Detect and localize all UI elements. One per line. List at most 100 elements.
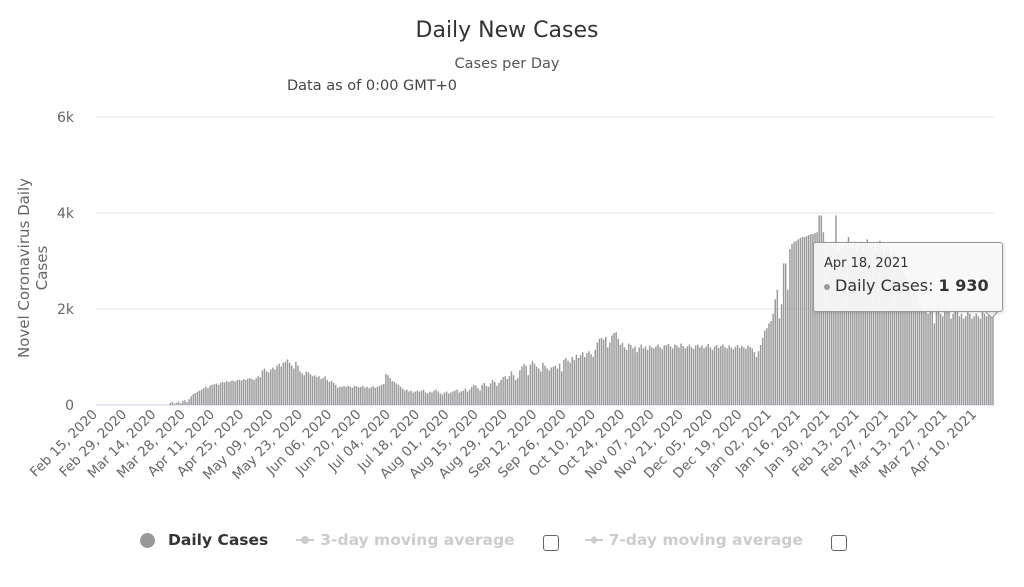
bar[interactable] [787, 289, 789, 405]
bar[interactable] [816, 232, 818, 405]
bar[interactable] [479, 390, 481, 405]
bar[interactable] [192, 393, 195, 405]
bar[interactable] [374, 387, 377, 405]
bar[interactable] [680, 343, 682, 405]
bar[interactable] [207, 388, 209, 405]
bar[interactable] [598, 338, 601, 405]
bar[interactable] [339, 386, 341, 405]
bar[interactable] [711, 349, 714, 405]
bar[interactable] [500, 380, 502, 405]
bar[interactable] [944, 309, 946, 405]
bar[interactable] [948, 311, 950, 405]
bar[interactable] [600, 337, 603, 405]
bar[interactable] [535, 366, 538, 405]
bar[interactable] [738, 347, 741, 405]
bar[interactable] [893, 253, 896, 405]
bar[interactable] [205, 386, 207, 405]
bar[interactable] [370, 387, 372, 405]
bar[interactable] [489, 383, 492, 405]
bar[interactable] [498, 382, 500, 405]
bar[interactable] [190, 396, 192, 405]
bar[interactable] [741, 345, 743, 405]
bar[interactable] [745, 348, 747, 405]
bar[interactable] [223, 382, 226, 405]
bar[interactable] [969, 313, 971, 405]
bar[interactable] [584, 357, 586, 405]
bar[interactable] [506, 379, 509, 405]
bar[interactable] [437, 391, 439, 405]
bar[interactable] [523, 363, 525, 405]
bar[interactable] [458, 392, 460, 405]
bar[interactable] [502, 377, 504, 405]
bar[interactable] [697, 344, 699, 405]
bar[interactable] [686, 346, 689, 405]
bar[interactable] [330, 381, 333, 405]
bar[interactable] [889, 256, 892, 405]
bar[interactable] [933, 323, 936, 405]
bar[interactable] [971, 318, 973, 405]
bar[interactable] [611, 335, 613, 405]
bar[interactable] [357, 387, 360, 405]
bar[interactable] [242, 379, 245, 405]
bar[interactable] [805, 236, 808, 405]
bar[interactable] [707, 344, 709, 405]
bar[interactable] [435, 389, 437, 405]
bar[interactable] [491, 380, 494, 405]
bar[interactable] [290, 365, 293, 405]
bar[interactable] [625, 349, 628, 405]
bar[interactable] [514, 380, 517, 405]
bar[interactable] [627, 343, 630, 405]
bar[interactable] [615, 332, 617, 405]
bar[interactable] [988, 311, 990, 405]
bar[interactable] [728, 345, 730, 405]
bar[interactable] [883, 253, 885, 405]
bar[interactable] [395, 383, 398, 405]
bar[interactable] [454, 390, 456, 405]
bar[interactable] [180, 403, 182, 405]
bar[interactable] [837, 251, 839, 405]
bar[interactable] [380, 384, 383, 405]
bar[interactable] [307, 372, 310, 405]
bar[interactable] [661, 349, 663, 405]
bar[interactable] [812, 234, 814, 405]
bar[interactable] [900, 263, 902, 405]
bar[interactable] [751, 348, 753, 405]
bar[interactable] [810, 234, 812, 405]
bar[interactable] [916, 299, 919, 405]
bar[interactable] [849, 246, 852, 405]
bar[interactable] [985, 316, 988, 405]
bar[interactable] [768, 323, 770, 405]
bar[interactable] [983, 313, 986, 405]
bar[interactable] [554, 365, 557, 405]
bar[interactable] [636, 352, 638, 405]
bar[interactable] [634, 346, 636, 405]
bar[interactable] [630, 345, 632, 405]
bar[interactable] [389, 378, 391, 405]
bar[interactable] [952, 313, 954, 405]
bar[interactable] [399, 386, 402, 405]
bar[interactable] [473, 384, 475, 405]
bar[interactable] [613, 333, 615, 405]
bar[interactable] [332, 382, 335, 405]
bar[interactable] [730, 347, 733, 405]
bar[interactable] [667, 344, 670, 405]
bar[interactable] [937, 304, 940, 405]
bar[interactable] [244, 380, 247, 405]
bar[interactable] [558, 363, 561, 405]
bar[interactable] [542, 362, 544, 405]
bar[interactable] [194, 393, 197, 405]
legend-item-daily-cases[interactable]: Daily Cases [140, 531, 268, 549]
bar[interactable] [173, 403, 176, 405]
bar[interactable] [376, 386, 379, 405]
bar[interactable] [385, 373, 387, 405]
bar[interactable] [422, 389, 425, 405]
bar[interactable] [594, 349, 596, 405]
bar[interactable] [387, 375, 389, 405]
bar[interactable] [602, 339, 605, 405]
bar[interactable] [527, 375, 529, 405]
bar[interactable] [322, 378, 324, 405]
bar[interactable] [929, 306, 931, 405]
bar[interactable] [337, 387, 339, 405]
bar[interactable] [240, 380, 243, 405]
bar[interactable] [561, 371, 563, 405]
